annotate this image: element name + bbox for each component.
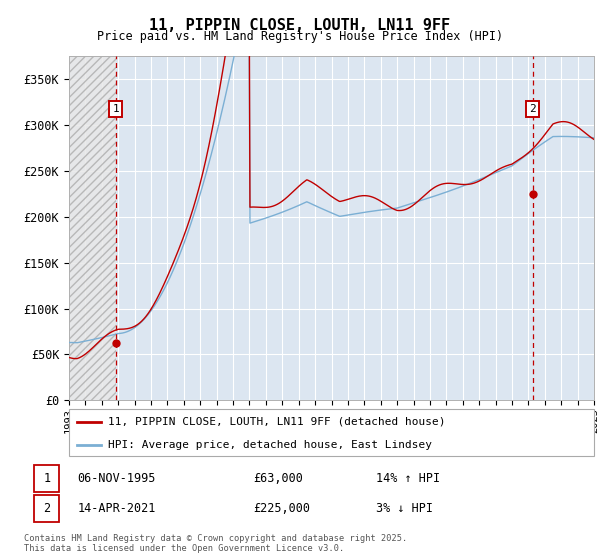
HPI: Average price, detached house, East Lindsey: (1.99e+03, 6.31e+04): Average price, detached house, East Lind… — [65, 339, 73, 346]
Bar — [69, 56, 116, 400]
Text: 1: 1 — [43, 472, 50, 485]
Text: 2: 2 — [530, 104, 536, 114]
HPI: Average price, detached house, East Lindsey: (1.99e+03, 6.28e+04): Average price, detached house, East Lind… — [73, 339, 80, 346]
11, PIPPIN CLOSE, LOUTH, LN11 9FF (detached house) — [320, 187, 327, 194]
HPI: Average price, detached house, East Lindsey: (2.01e+03, 2.09e+05): Average price, detached house, East Lind… — [317, 205, 324, 212]
11, PIPPIN CLOSE, LOUTH, LN11 9FF (detached house) — [380, 199, 387, 206]
HPI: Average price, detached house, East Lindsey: (2.02e+03, 2.86e+05): Average price, detached house, East Lind… — [590, 134, 598, 141]
Text: 1: 1 — [112, 104, 119, 114]
Text: 14-APR-2021: 14-APR-2021 — [77, 502, 156, 515]
HPI: Average price, detached house, East Lindsey: (2.02e+03, 2.87e+05): Average price, detached house, East Lind… — [580, 134, 587, 141]
HPI: Average price, detached house, East Lindsey: (2.01e+03, 2.03e+05): Average price, detached house, East Lind… — [352, 211, 359, 217]
11, PIPPIN CLOSE, LOUTH, LN11 9FF (detached house) — [317, 185, 324, 192]
Text: 06-NOV-1995: 06-NOV-1995 — [77, 472, 156, 485]
Text: 14% ↑ HPI: 14% ↑ HPI — [376, 472, 440, 485]
Text: 11, PIPPIN CLOSE, LOUTH, LN11 9FF: 11, PIPPIN CLOSE, LOUTH, LN11 9FF — [149, 18, 451, 33]
Line: HPI: Average price, detached house, East Lindsey: HPI: Average price, detached house, East… — [69, 0, 594, 343]
Text: 3% ↓ HPI: 3% ↓ HPI — [376, 502, 433, 515]
11, PIPPIN CLOSE, LOUTH, LN11 9FF (detached house) — [65, 354, 73, 361]
11, PIPPIN CLOSE, LOUTH, LN11 9FF (detached house) — [72, 355, 79, 362]
HPI: Average price, detached house, East Lindsey: (2.01e+03, 2.08e+05): Average price, detached house, East Lind… — [320, 206, 327, 213]
11, PIPPIN CLOSE, LOUTH, LN11 9FF (detached house) — [590, 136, 598, 143]
Text: 11, PIPPIN CLOSE, LOUTH, LN11 9FF (detached house): 11, PIPPIN CLOSE, LOUTH, LN11 9FF (detac… — [109, 417, 446, 427]
Text: HPI: Average price, detached house, East Lindsey: HPI: Average price, detached house, East… — [109, 440, 433, 450]
11, PIPPIN CLOSE, LOUTH, LN11 9FF (detached house) — [352, 194, 359, 200]
FancyBboxPatch shape — [34, 494, 59, 522]
HPI: Average price, detached house, East Lindsey: (2.01e+03, 2.08e+05): Average price, detached house, East Lind… — [380, 206, 387, 213]
11, PIPPIN CLOSE, LOUTH, LN11 9FF (detached house) — [498, 165, 505, 171]
HPI: Average price, detached house, East Lindsey: (2.02e+03, 2.51e+05): Average price, detached house, East Lind… — [498, 167, 505, 174]
Text: £63,000: £63,000 — [253, 472, 303, 485]
Line: 11, PIPPIN CLOSE, LOUTH, LN11 9FF (detached house): 11, PIPPIN CLOSE, LOUTH, LN11 9FF (detac… — [69, 0, 594, 358]
FancyBboxPatch shape — [34, 465, 59, 492]
Text: £225,000: £225,000 — [253, 502, 310, 515]
11, PIPPIN CLOSE, LOUTH, LN11 9FF (detached house) — [580, 128, 587, 135]
Text: Price paid vs. HM Land Registry's House Price Index (HPI): Price paid vs. HM Land Registry's House … — [97, 30, 503, 43]
Text: Contains HM Land Registry data © Crown copyright and database right 2025.
This d: Contains HM Land Registry data © Crown c… — [24, 534, 407, 553]
Text: 2: 2 — [43, 502, 50, 515]
FancyBboxPatch shape — [69, 409, 594, 456]
